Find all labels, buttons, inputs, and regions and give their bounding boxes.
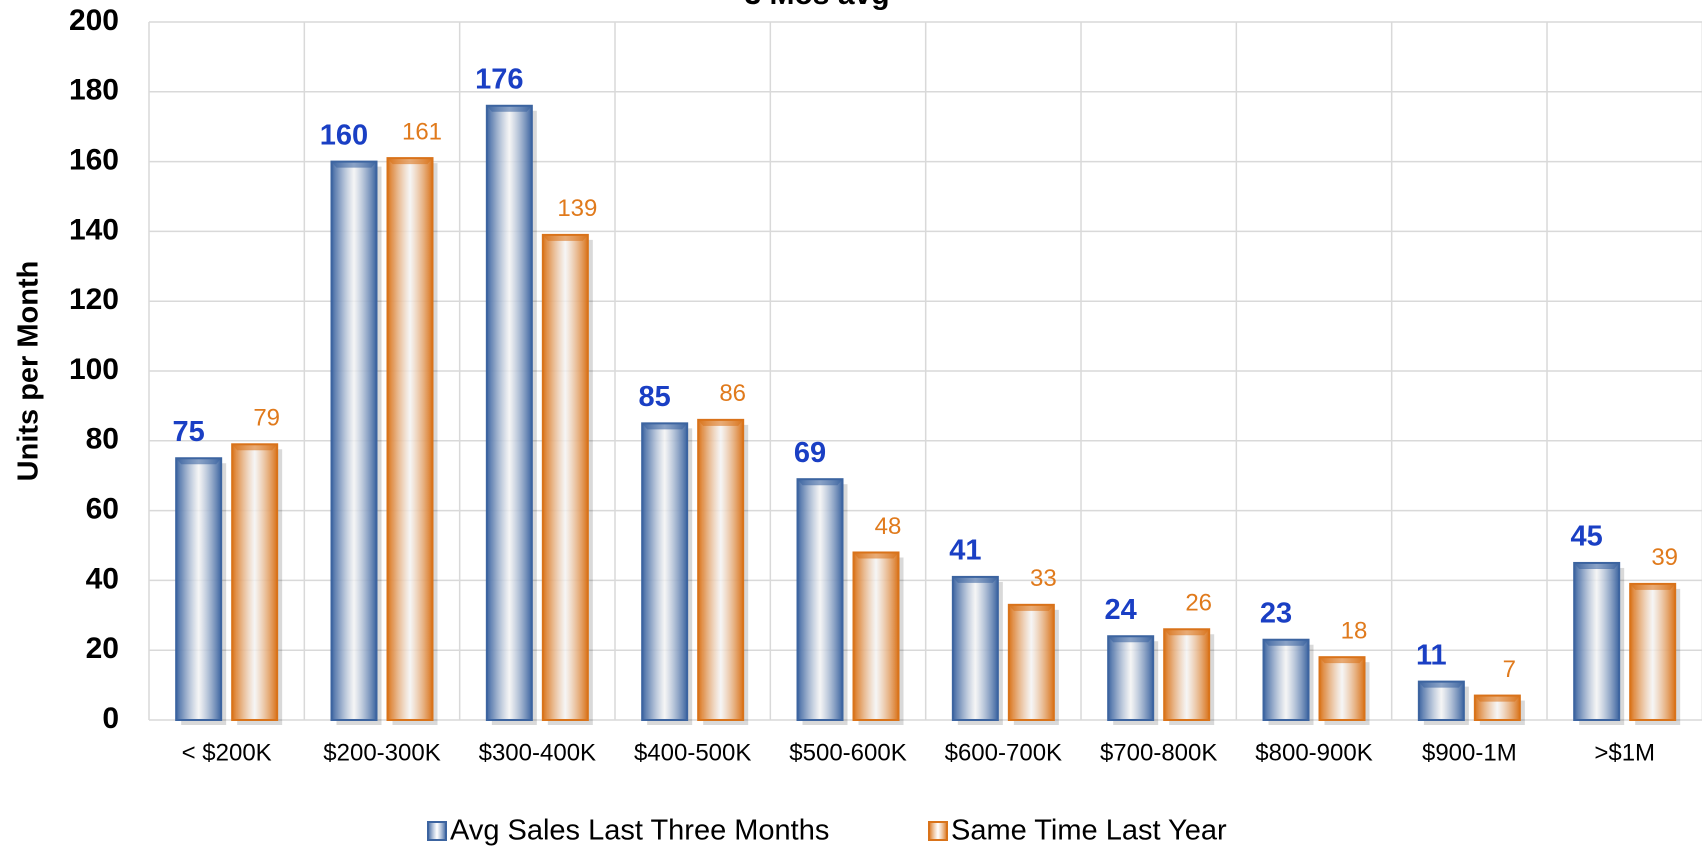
x-tick-label: $500-600K [789, 739, 906, 766]
y-tick-label: 80 [86, 423, 119, 456]
x-tick-label: $400-500K [634, 739, 751, 766]
bar-bevel [1108, 636, 1154, 643]
value-label: 139 [557, 195, 597, 222]
value-label: 69 [794, 437, 826, 469]
value-label: 75 [173, 416, 205, 448]
bar-bevel [1164, 629, 1210, 636]
y-tick-label: 200 [69, 4, 119, 37]
bar-bevel [542, 234, 588, 241]
value-label: 161 [402, 118, 442, 145]
bar-bevel [1574, 562, 1620, 569]
bar-bevel [1263, 639, 1309, 646]
value-label: 45 [1571, 521, 1603, 553]
bar-bevel [797, 479, 843, 486]
value-label: 39 [1651, 544, 1678, 571]
bar-bevel [1630, 583, 1676, 590]
bar [1007, 603, 1055, 722]
value-label: 26 [1185, 590, 1212, 617]
bar [1629, 582, 1677, 722]
bar [1262, 638, 1310, 721]
bar [852, 551, 900, 721]
y-tick-label: 0 [102, 702, 119, 735]
bar [231, 443, 279, 721]
bar-bevel [642, 423, 688, 430]
legend-label: Avg Sales Last Three Months [450, 815, 829, 847]
legend-swatch [427, 821, 447, 841]
value-label: 176 [475, 63, 523, 95]
y-tick-label: 20 [86, 632, 119, 665]
chart-title: 3 Mos avg [744, 0, 889, 11]
x-tick-label: $600-700K [945, 739, 1062, 766]
bar [1417, 680, 1465, 721]
value-label: 33 [1030, 565, 1057, 592]
value-label: 7 [1503, 656, 1516, 683]
bar-bevel [952, 576, 998, 583]
value-label: 11 [1416, 639, 1447, 671]
bar-bevel [232, 444, 278, 451]
bar [1573, 561, 1621, 722]
bar [697, 418, 745, 721]
bar [641, 422, 689, 721]
x-tick-label: >$1M [1594, 739, 1655, 766]
y-tick-label: 180 [69, 74, 119, 107]
x-tick-label: < $200K [182, 739, 272, 766]
legend-swatch [928, 821, 948, 841]
bar-bevel [331, 161, 377, 168]
bar [951, 575, 999, 721]
value-label: 86 [719, 380, 746, 407]
bar-bevel [1319, 657, 1365, 664]
bar [175, 457, 223, 721]
y-tick-label: 100 [69, 353, 119, 386]
bar-bevel [486, 105, 532, 112]
bar-bevel [176, 458, 222, 465]
y-tick-label: 120 [69, 283, 119, 316]
value-label: 23 [1260, 597, 1292, 629]
x-tick-label: $200-300K [323, 739, 440, 766]
x-tick-label: $300-400K [479, 739, 596, 766]
bar [1318, 656, 1366, 721]
bar [1107, 635, 1155, 721]
bar [796, 478, 844, 721]
legend-label: Same Time Last Year [951, 815, 1227, 847]
x-tick-label: $700-800K [1100, 739, 1217, 766]
bar [485, 104, 533, 721]
x-tick-label: $900-1M [1422, 739, 1517, 766]
value-label: 18 [1341, 618, 1368, 645]
bar-bevel [1474, 695, 1520, 702]
y-tick-label: 40 [86, 562, 119, 595]
bar-bevel [853, 552, 899, 559]
bar [1163, 628, 1211, 722]
bar-bevel [1418, 681, 1464, 688]
y-tick-label: 160 [69, 144, 119, 177]
bar-bevel [387, 158, 433, 165]
value-label: 24 [1105, 594, 1137, 626]
value-label: 79 [253, 405, 280, 432]
bar-bevel [1008, 604, 1054, 611]
bar [541, 233, 589, 721]
value-label: 85 [639, 381, 671, 413]
bar-bevel [698, 419, 744, 426]
bar [330, 160, 378, 722]
value-label: 41 [949, 535, 981, 567]
value-label: 160 [320, 119, 368, 151]
x-tick-label: $800-900K [1255, 739, 1372, 766]
y-axis-label: Units per Month [13, 261, 45, 482]
value-label: 48 [875, 513, 902, 540]
bar [386, 157, 434, 722]
y-tick-label: 60 [86, 493, 119, 526]
y-tick-label: 140 [69, 213, 119, 246]
